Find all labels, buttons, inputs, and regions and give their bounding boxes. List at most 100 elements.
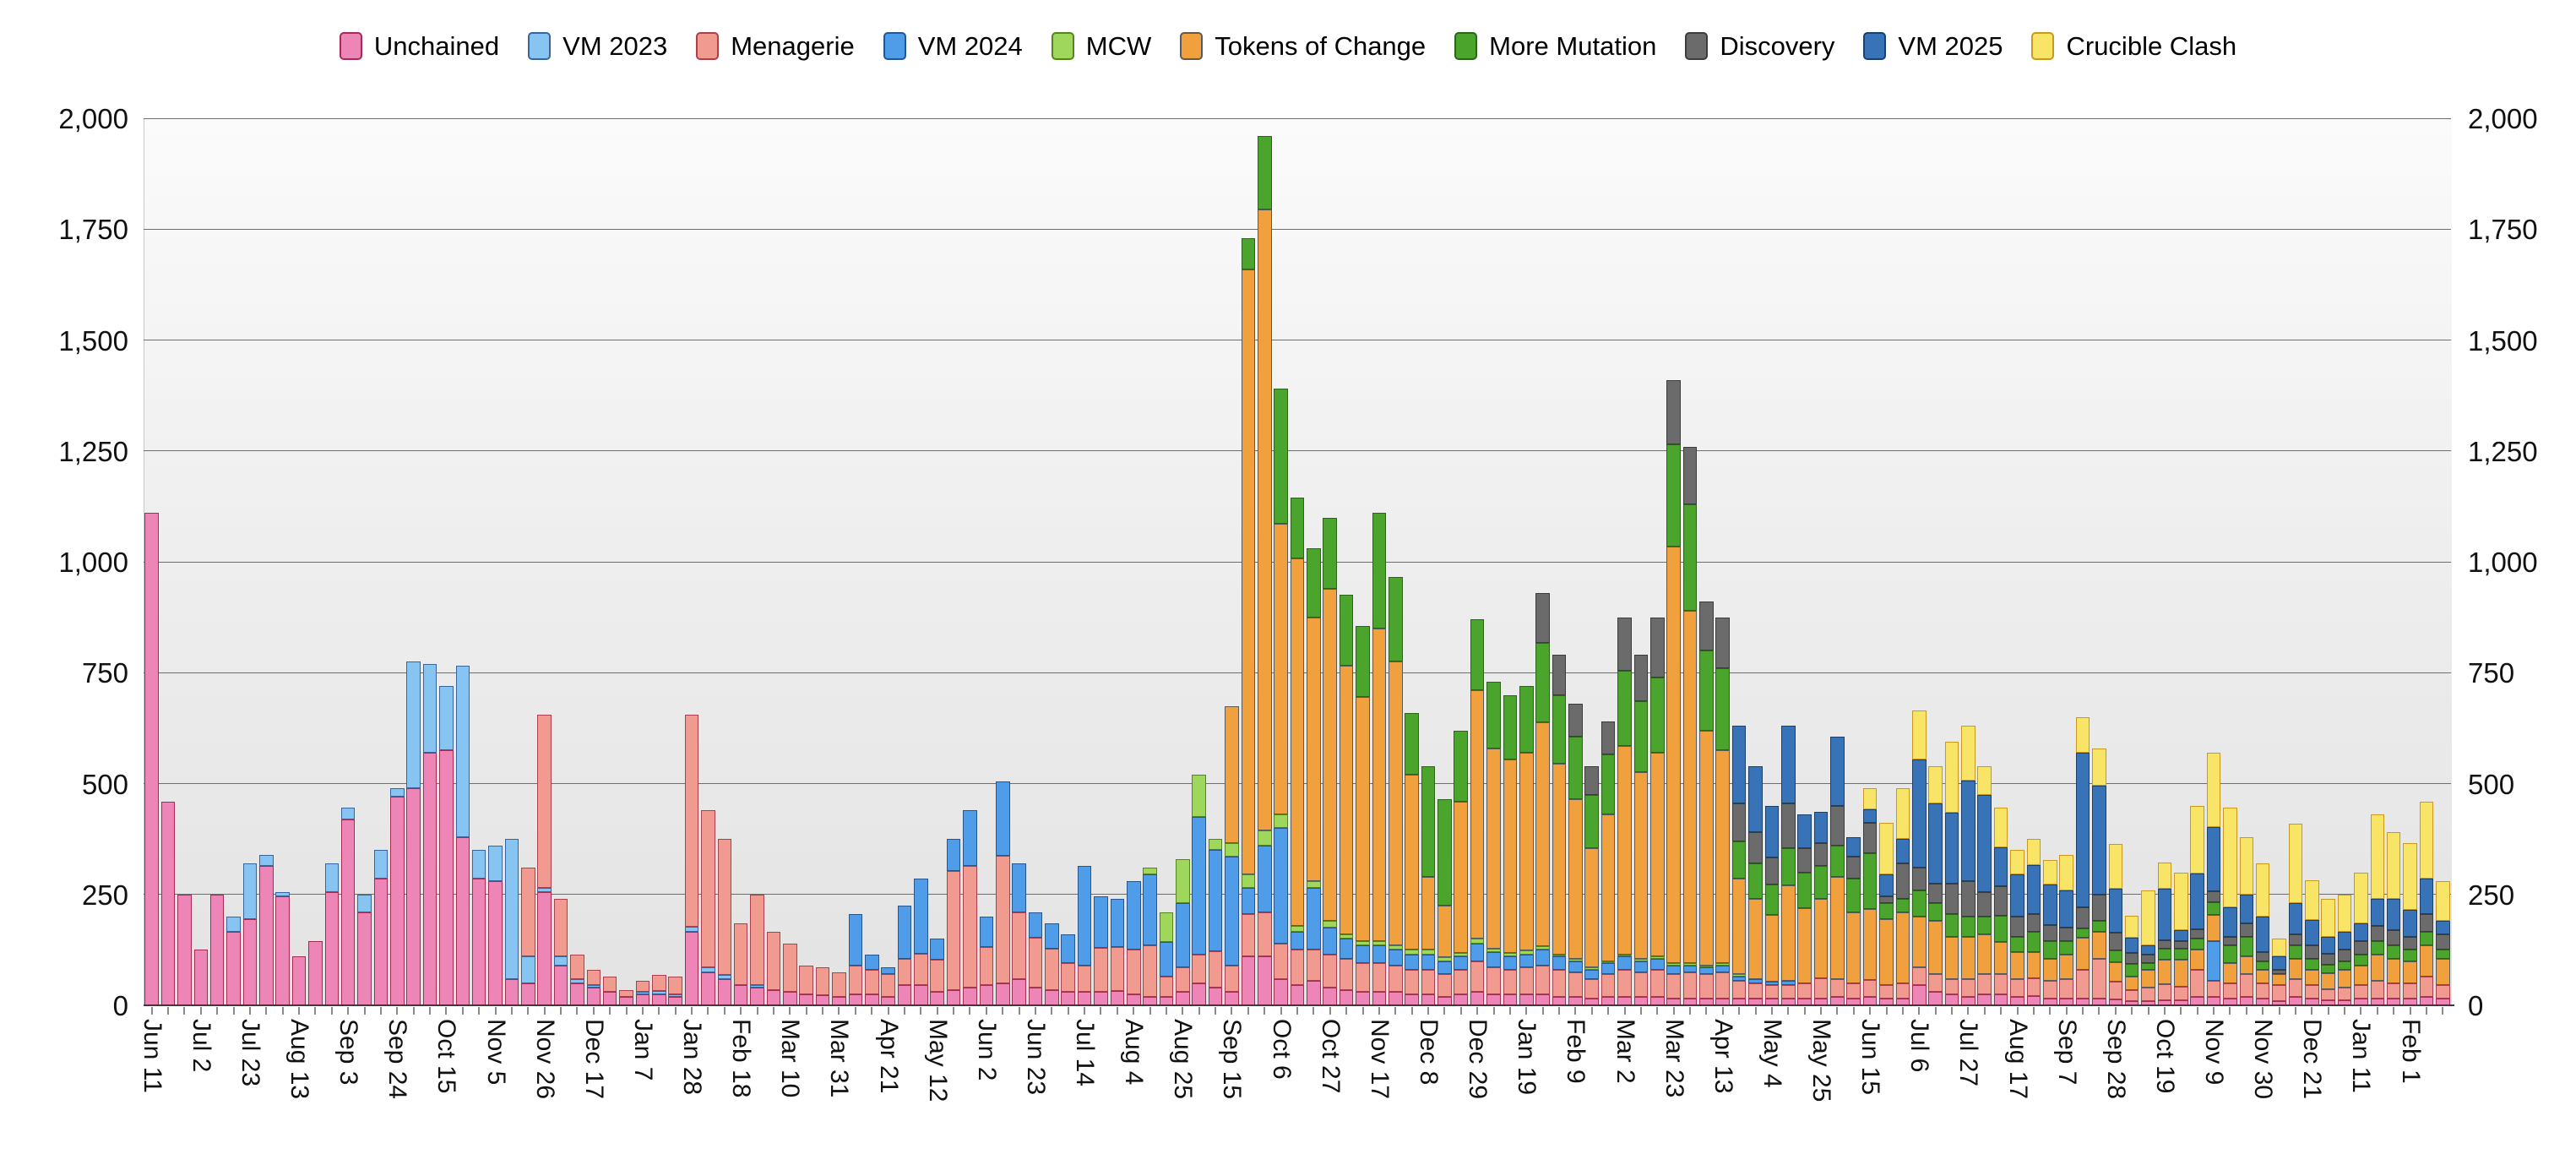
- bar-segment-tokens-of-change[interactable]: [1633, 772, 1649, 959]
- bar-segment-menagerie[interactable]: [1666, 974, 1681, 999]
- bar-segment-crucible-clash[interactable]: [2272, 939, 2286, 957]
- bar-segment-mcw[interactable]: [1143, 868, 1157, 875]
- bar[interactable]: [602, 976, 617, 1005]
- bar-segment-menagerie[interactable]: [864, 970, 879, 994]
- bar-segment-unchained[interactable]: [1225, 992, 1239, 1005]
- bar-segment-discovery[interactable]: [1911, 868, 1927, 890]
- bar[interactable]: [1208, 839, 1223, 1005]
- bar[interactable]: [1143, 868, 1157, 1005]
- bar[interactable]: [2239, 836, 2254, 1005]
- bar-segment-vm-2024[interactable]: [1748, 978, 1763, 983]
- bar-segment-crucible-clash[interactable]: [1911, 710, 1927, 759]
- bar-segment-menagerie[interactable]: [1077, 965, 1092, 993]
- bar[interactable]: [1388, 577, 1403, 1005]
- bar-segment-mcw[interactable]: [1552, 954, 1567, 957]
- bar-segment-vm-2023[interactable]: [488, 846, 503, 881]
- bar-segment-menagerie[interactable]: [1503, 970, 1518, 994]
- bar-segment-vm-2024[interactable]: [1764, 982, 1780, 986]
- bar-segment-mcw[interactable]: [1486, 948, 1501, 952]
- bar-segment-unchained[interactable]: [390, 797, 405, 1005]
- bar[interactable]: [1405, 712, 1419, 1005]
- bar-segment-discovery[interactable]: [2436, 934, 2450, 950]
- bar-segment-menagerie[interactable]: [733, 923, 748, 986]
- bar-segment-more-mutation[interactable]: [2026, 932, 2041, 952]
- bar-segment-vm-2024[interactable]: [1584, 970, 1600, 979]
- bar-segment-vm-2024[interactable]: [1323, 928, 1338, 955]
- bar-segment-menagerie[interactable]: [1797, 983, 1812, 999]
- bar-segment-tokens-of-change[interactable]: [1421, 876, 1436, 950]
- bar[interactable]: [799, 965, 813, 1005]
- bar-segment-mcw[interactable]: [1388, 945, 1403, 950]
- bar[interactable]: [1176, 858, 1190, 1005]
- bar[interactable]: [1437, 798, 1452, 1005]
- bar-segment-more-mutation[interactable]: [1961, 917, 1975, 937]
- bar[interactable]: [1110, 899, 1125, 1005]
- bar[interactable]: [324, 863, 340, 1005]
- bar-segment-discovery[interactable]: [2059, 928, 2073, 941]
- bar-segment-unchained[interactable]: [1372, 992, 1387, 1005]
- bar-segment-crucible-clash[interactable]: [1895, 787, 1910, 840]
- bar-segment-more-mutation[interactable]: [2092, 921, 2106, 933]
- bar-segment-vm-2025[interactable]: [2108, 888, 2123, 934]
- bar-segment-more-mutation[interactable]: [2337, 961, 2352, 971]
- bar-segment-mcw[interactable]: [1274, 814, 1288, 828]
- bar-segment-tokens-of-change[interactable]: [1274, 524, 1288, 815]
- bar-segment-more-mutation[interactable]: [1748, 863, 1763, 899]
- bar-segment-crucible-clash[interactable]: [2239, 836, 2254, 895]
- bar-segment-mcw[interactable]: [1208, 839, 1223, 851]
- legend-entry-vm-2024[interactable]: VM 2024: [883, 32, 1023, 60]
- bar-segment-menagerie[interactable]: [1290, 950, 1305, 986]
- bar-segment-mcw[interactable]: [1535, 946, 1550, 950]
- bar-segment-vm-2025[interactable]: [2288, 902, 2303, 934]
- bar-segment-mcw[interactable]: [1470, 939, 1485, 944]
- bar-segment-more-mutation[interactable]: [1437, 798, 1452, 906]
- bar[interactable]: [242, 863, 258, 1005]
- bar-segment-menagerie[interactable]: [930, 960, 944, 993]
- bar[interactable]: [2370, 814, 2385, 1005]
- bar-segment-unchained[interactable]: [1110, 991, 1125, 1005]
- bar[interactable]: [1813, 811, 1829, 1005]
- bar-segment-vm-2025[interactable]: [1797, 814, 1812, 848]
- bar-segment-crucible-clash[interactable]: [1977, 765, 1992, 795]
- bar-segment-discovery[interactable]: [1682, 446, 1698, 504]
- bar[interactable]: [1307, 548, 1321, 1005]
- bar-segment-more-mutation[interactable]: [1797, 872, 1812, 908]
- bar-segment-vm-2024[interactable]: [1552, 956, 1567, 970]
- bar-segment-unchained[interactable]: [1339, 989, 1354, 1005]
- bar-segment-unchained[interactable]: [750, 988, 764, 1005]
- bar-segment-mcw[interactable]: [1176, 858, 1190, 904]
- bar[interactable]: [1879, 822, 1894, 1005]
- bar[interactable]: [1535, 592, 1550, 1005]
- bar[interactable]: [1961, 726, 1975, 1005]
- bar-segment-tokens-of-change[interactable]: [1405, 775, 1419, 950]
- bar-segment-more-mutation[interactable]: [2403, 950, 2417, 961]
- bar-segment-vm-2025[interactable]: [2059, 890, 2073, 928]
- bar[interactable]: [1192, 775, 1207, 1005]
- bar-segment-menagerie[interactable]: [2059, 978, 2073, 999]
- bar[interactable]: [2255, 863, 2270, 1005]
- bar-segment-unchained[interactable]: [324, 892, 340, 1005]
- bar-segment-mcw[interactable]: [1241, 874, 1256, 888]
- bar-segment-mcw[interactable]: [1666, 963, 1681, 966]
- bar[interactable]: [1159, 912, 1174, 1005]
- bar-segment-unchained[interactable]: [766, 989, 781, 1005]
- bar-segment-tokens-of-change[interactable]: [1454, 801, 1469, 954]
- bar-segment-crucible-clash[interactable]: [2305, 879, 2319, 921]
- bar-segment-vm-2024[interactable]: [1617, 956, 1632, 970]
- bar-segment-crucible-clash[interactable]: [2370, 814, 2385, 899]
- bar-segment-vm-2024[interactable]: [1649, 958, 1665, 970]
- bar-segment-crucible-clash[interactable]: [2092, 748, 2106, 786]
- bar-segment-tokens-of-change[interactable]: [1535, 722, 1550, 947]
- bar-segment-vm-2024[interactable]: [995, 781, 1010, 857]
- bar-segment-vm-2025[interactable]: [1731, 726, 1747, 804]
- bar[interactable]: [1012, 863, 1026, 1005]
- bar-segment-vm-2023[interactable]: [259, 854, 274, 866]
- bar-segment-vm-2024[interactable]: [1356, 945, 1370, 964]
- bar-segment-unchained[interactable]: [602, 992, 617, 1005]
- bar-segment-vm-2023[interactable]: [455, 666, 470, 837]
- bar-segment-menagerie[interactable]: [1176, 967, 1190, 993]
- bar-segment-crucible-clash[interactable]: [1961, 726, 1975, 781]
- bar-segment-tokens-of-change[interactable]: [1372, 628, 1387, 941]
- bar-segment-vm-2025[interactable]: [1993, 847, 2008, 887]
- bar-segment-menagerie[interactable]: [2157, 984, 2172, 1000]
